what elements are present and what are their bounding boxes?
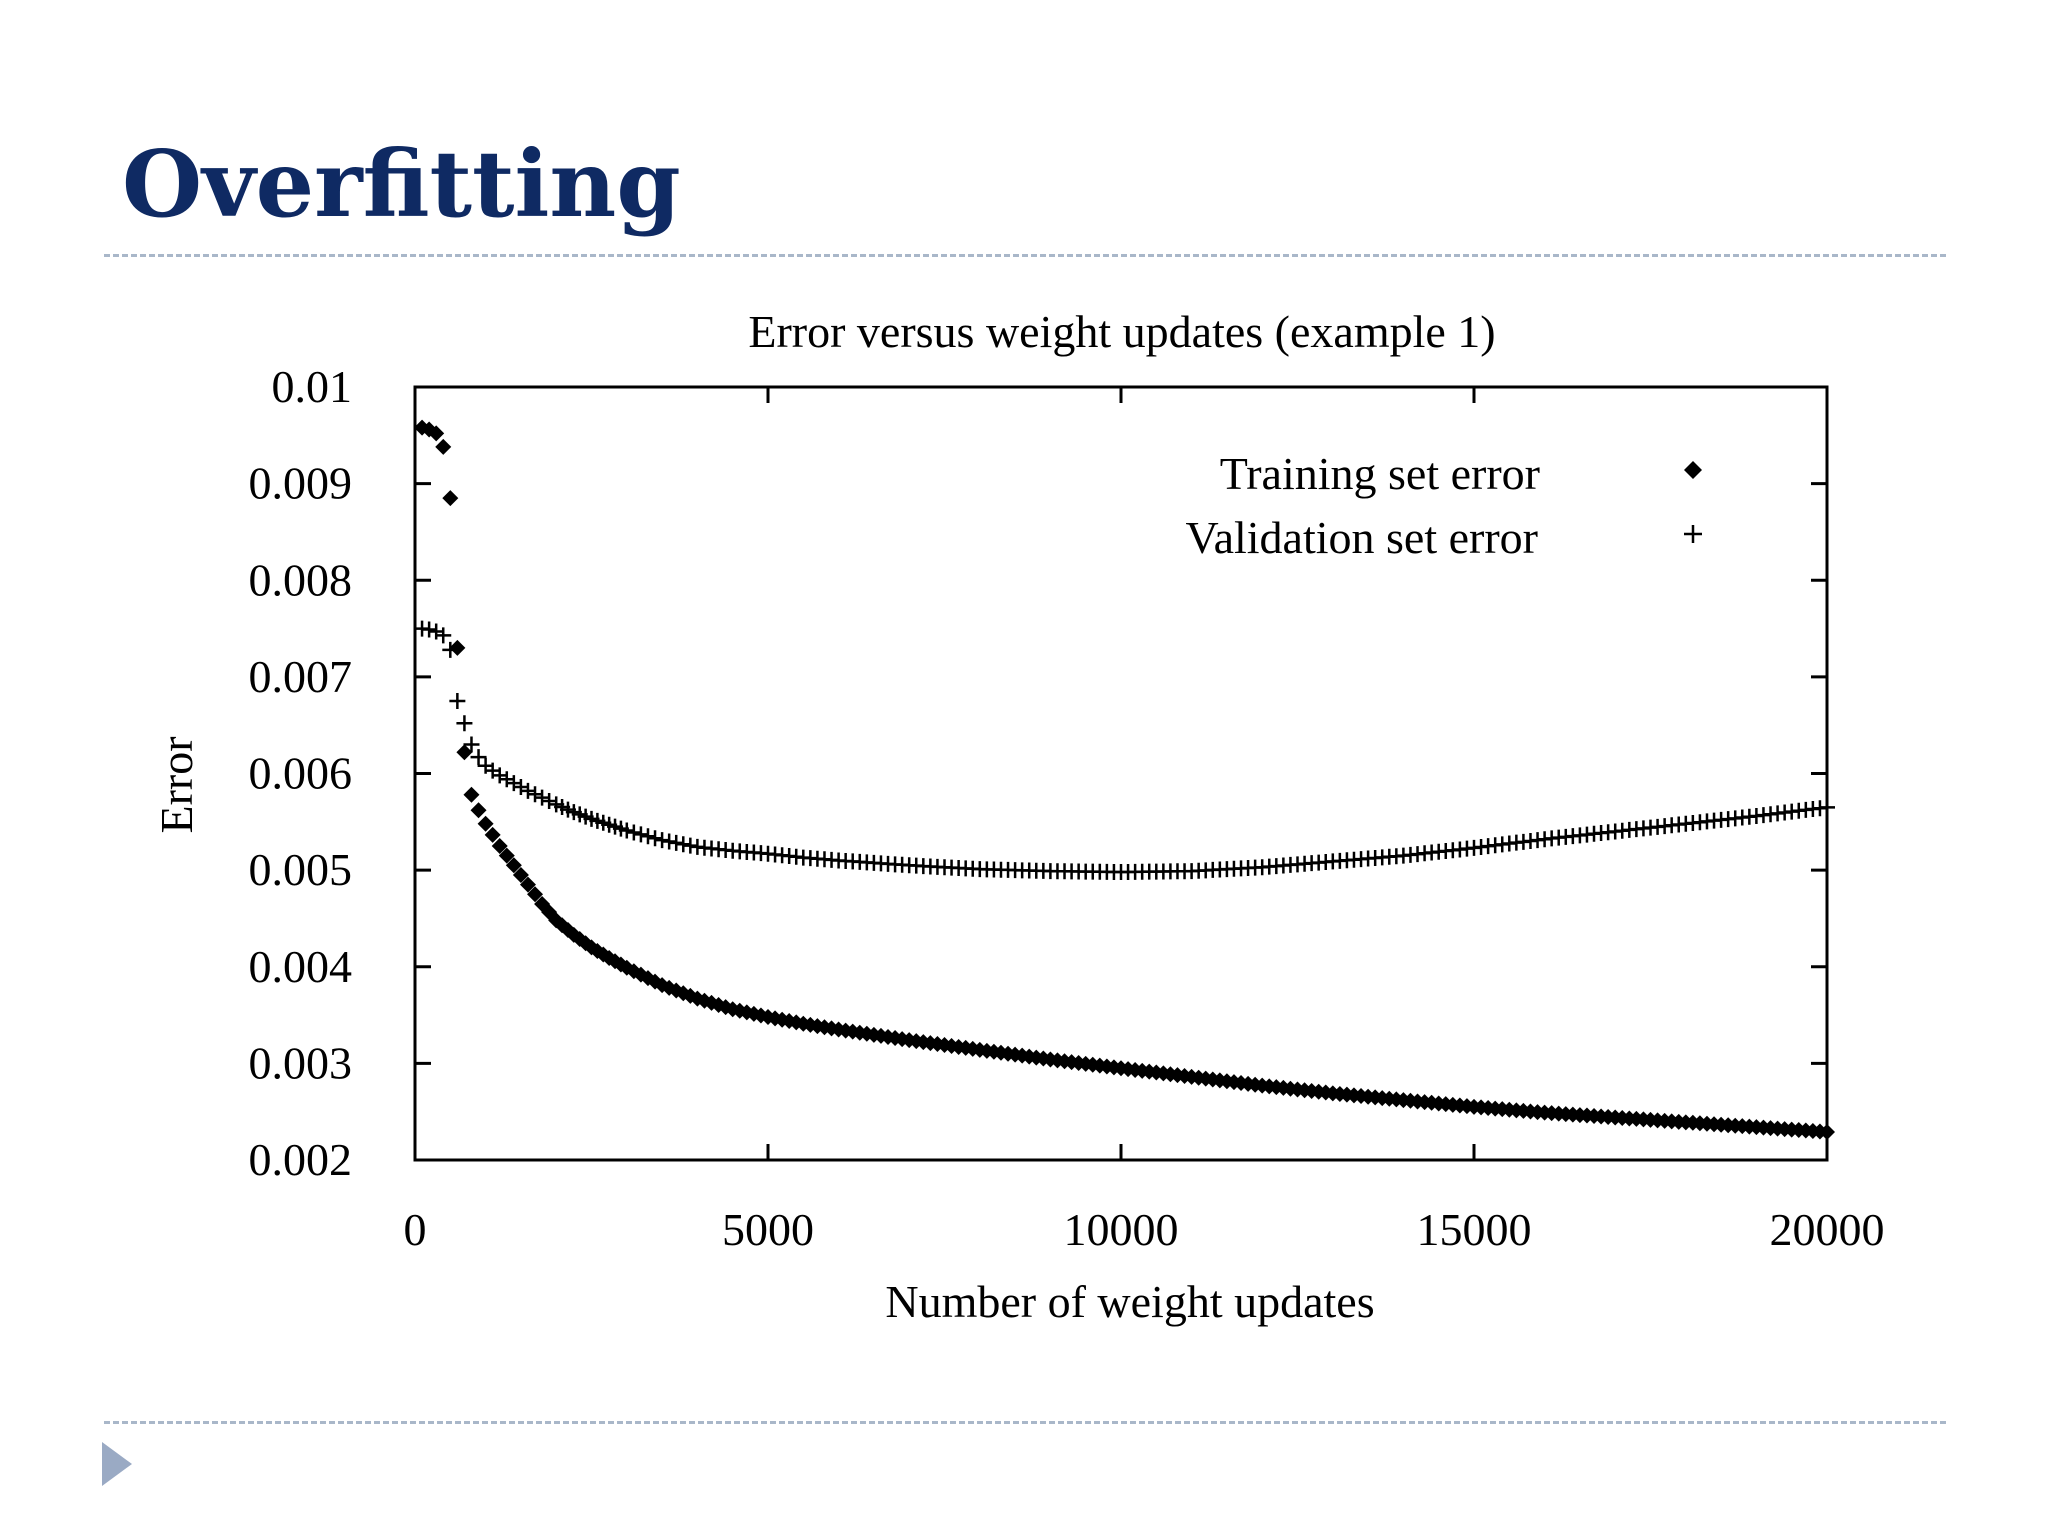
y-axis-label: Error (151, 736, 202, 833)
legend-marker-training (1684, 461, 1702, 479)
training-point (470, 802, 487, 819)
training-point (449, 639, 466, 656)
chart-title: Error versus weight updates (example 1) (748, 306, 1495, 357)
y-tick-label: 0.006 (249, 748, 353, 799)
legend-label-validation: Validation set error (1185, 512, 1538, 563)
training-point (435, 438, 452, 455)
x-tick-label: 20000 (1770, 1204, 1885, 1255)
validation-point (456, 715, 473, 732)
series-layer (414, 419, 1835, 1140)
training-point (428, 425, 445, 442)
validation-point (442, 641, 459, 658)
training-point (463, 786, 480, 803)
training-point (442, 490, 459, 507)
validation-point (668, 834, 685, 851)
validation-point (1819, 799, 1835, 816)
footer-divider (104, 1421, 1946, 1424)
validation-point (505, 775, 522, 792)
y-tick-label: 0.007 (249, 651, 353, 702)
validation-point (625, 824, 642, 841)
validation-point (519, 782, 536, 799)
training-point (795, 1015, 812, 1032)
validation-point (463, 736, 480, 753)
x-tick-label: 0 (404, 1204, 427, 1255)
axis-ticks (413, 385, 1829, 1162)
y-tick-labels: 0.002 0.003 0.004 0.005 0.006 0.007 0.008 0.009… (249, 361, 353, 1185)
validation-point (632, 826, 649, 843)
y-tick-label: 0.005 (249, 844, 353, 895)
training-point (491, 837, 508, 854)
legend-label-training: Training set error (1220, 448, 1540, 499)
y-tick-label: 0.01 (272, 361, 353, 412)
validation-point (618, 822, 635, 839)
x-tick-label: 15000 (1417, 1204, 1532, 1255)
validation-point (491, 767, 508, 784)
y-tick-label: 0.002 (249, 1134, 353, 1185)
validation-point (527, 786, 544, 803)
validation-point (435, 627, 452, 644)
slide-title: Overfitting (122, 130, 681, 238)
training-point (519, 876, 536, 893)
validation-point (470, 749, 487, 766)
validation-point (647, 830, 664, 847)
validation-point (661, 833, 678, 850)
validation-point (421, 621, 438, 638)
series-validation (414, 620, 1835, 881)
x-tick-label: 10000 (1064, 1204, 1179, 1255)
validation-point (534, 789, 551, 806)
validation-point (639, 828, 656, 845)
legend: Training set error Validation set error (1185, 448, 1702, 563)
x-tick-labels: 0 5000 10000 15000 20000 (404, 1204, 1885, 1255)
validation-point (541, 793, 558, 810)
y-tick-label: 0.003 (249, 1037, 353, 1088)
x-tick-label: 5000 (722, 1204, 814, 1255)
training-point (477, 815, 494, 832)
validation-point (654, 832, 671, 849)
validation-point (428, 623, 445, 640)
training-point (527, 886, 544, 903)
y-tick-label: 0.008 (249, 554, 353, 605)
training-point (498, 847, 515, 864)
validation-point (498, 771, 515, 788)
x-axis-label: Number of weight updates (885, 1276, 1374, 1327)
training-point (505, 857, 522, 874)
validation-point (512, 779, 529, 796)
validation-point (449, 693, 466, 710)
validation-point (675, 836, 692, 853)
legend-marker-validation (1684, 525, 1702, 543)
y-tick-label: 0.004 (249, 941, 353, 992)
y-tick-label: 0.009 (249, 458, 353, 509)
plot-frame (413, 385, 1829, 1162)
training-point (484, 826, 501, 843)
validation-point (682, 837, 699, 854)
header-divider (104, 254, 1946, 257)
series-training (414, 419, 1835, 1140)
training-point (1014, 1047, 1031, 1064)
training-point (1819, 1123, 1835, 1140)
play-triangle-icon[interactable] (102, 1442, 132, 1486)
training-point (456, 744, 473, 761)
training-point (512, 866, 529, 883)
